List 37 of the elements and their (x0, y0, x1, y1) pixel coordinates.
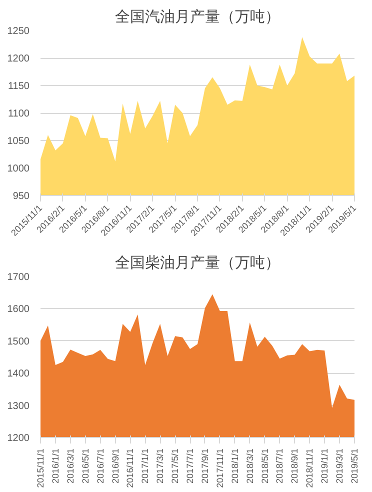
y-tick-label: 1050 (7, 136, 30, 147)
x-tick-label: 2017/11/1 (214, 448, 225, 488)
x-tick-label: 2018/9/1 (290, 448, 300, 484)
x-tick-label: 2019/1/1 (320, 448, 330, 484)
x-tick-label: 2016/7/1 (95, 448, 106, 484)
chart-title: 全国柴油月产量（万吨） (115, 254, 280, 272)
y-tick-label: 1000 (7, 164, 30, 174)
y-tick-label: 1200 (7, 433, 30, 444)
y-tick-label: 1500 (7, 336, 30, 348)
x-tick-label: 2016/1/1 (50, 448, 60, 484)
y-tick-label: 1600 (7, 304, 30, 316)
x-tick-label: 2018/3/1 (244, 448, 255, 484)
x-tick-label: 2018/1/1 (230, 448, 240, 484)
y-tick-label: 1700 (7, 272, 30, 283)
y-tick-label: 1250 (7, 26, 30, 37)
x-tick-label: 2017/1/1 (140, 448, 150, 484)
x-tick-label: 2016/9/1 (110, 448, 120, 484)
y-tick-label: 1150 (8, 81, 30, 92)
y-tick-label: 950 (12, 191, 30, 202)
x-tick-label: 2016/3/1 (65, 448, 76, 484)
y-tick-label: 1100 (8, 108, 30, 120)
chart-title: 全国汽油月产量（万吨） (115, 8, 280, 26)
x-tick-label: 2017/7/1 (185, 448, 196, 484)
y-tick-label: 1300 (7, 400, 30, 412)
x-tick-label: 2016/5/1 (80, 448, 90, 484)
y-tick-label: 1400 (7, 368, 30, 380)
x-tick-label: 2017/9/1 (200, 448, 210, 484)
x-tick-label: 2016/11/1 (125, 448, 136, 488)
x-tick-label: 2018/11/1 (304, 448, 315, 488)
x-tick-label: 2019/5/1 (350, 448, 360, 484)
x-tick-label: 2018/5/1 (260, 448, 270, 484)
y-tick-label: 1200 (7, 54, 30, 64)
x-tick-label: 2019/3/1 (334, 448, 345, 484)
x-tick-label: 2017/5/1 (170, 448, 180, 484)
x-tick-label: 2015/11/1 (36, 448, 46, 488)
x-tick-label: 2017/3/1 (155, 448, 166, 484)
x-tick-label: 2018/7/1 (274, 448, 285, 484)
